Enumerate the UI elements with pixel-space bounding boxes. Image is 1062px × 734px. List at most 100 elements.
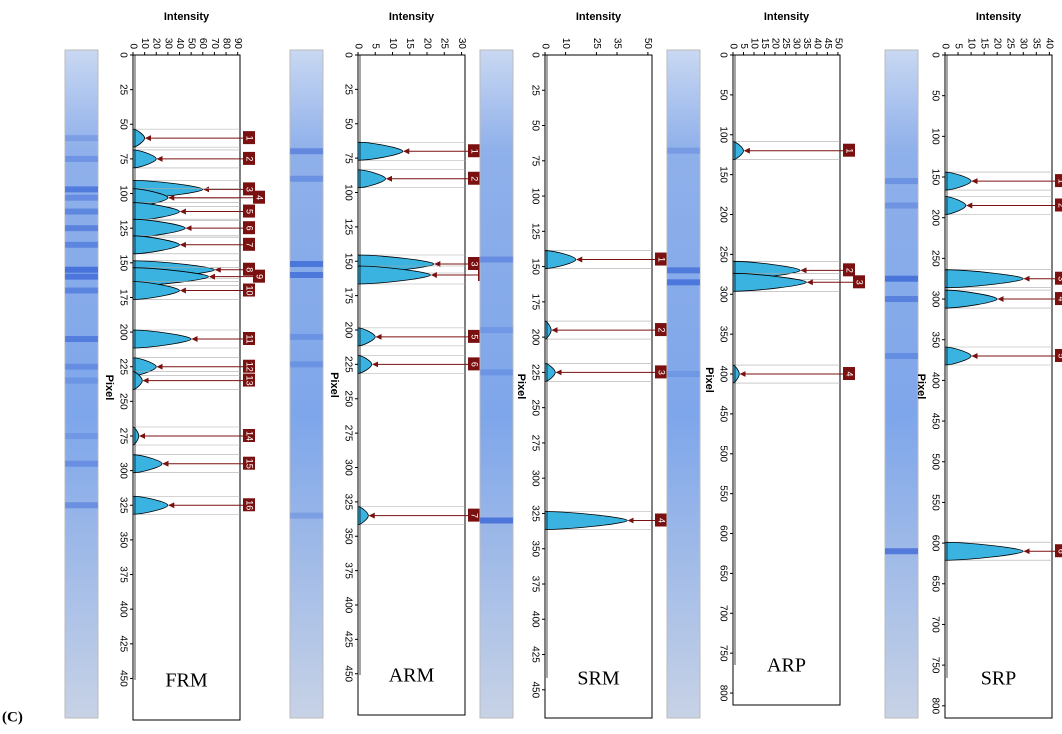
y-tick-label: 60: [197, 38, 208, 50]
x-tick-label: 50: [117, 119, 128, 131]
gel-band: [65, 336, 98, 342]
gel-band: [885, 276, 918, 282]
y-tick-label: 50: [186, 38, 197, 50]
x-tick-label: 300: [342, 459, 353, 476]
y-tick-label: 0: [939, 43, 950, 49]
x-tick-label: 550: [717, 485, 728, 502]
x-tick-label: 700: [717, 605, 728, 622]
x-axis-title: Pixel: [103, 375, 115, 401]
peak-label: 3: [470, 261, 480, 266]
x-tick-label: 225: [529, 364, 540, 381]
x-tick-label: 325: [117, 497, 128, 514]
x-tick-label: 175: [529, 294, 540, 311]
x-tick-label: 150: [529, 258, 540, 275]
gel-band: [290, 176, 323, 182]
x-tick-label: 500: [717, 445, 728, 462]
x-tick-label: 200: [117, 324, 128, 341]
peak-label: 15: [245, 459, 255, 469]
peak-label: 5: [245, 209, 255, 214]
peak-label: 3: [657, 370, 667, 375]
gel-band: [65, 195, 98, 201]
x-tick-label: 50: [342, 118, 353, 130]
y-tick-label: 70: [209, 38, 220, 50]
x-tick-label: 75: [342, 153, 353, 165]
y-tick-label: 5: [738, 43, 749, 49]
peak-label: 16: [245, 500, 255, 510]
gel-band: [65, 156, 98, 162]
x-tick-label: 0: [529, 52, 540, 58]
y-tick-label: 35: [611, 38, 622, 50]
x-tick-label: 450: [929, 413, 940, 430]
x-tick-label: 350: [529, 540, 540, 557]
plot-area: [945, 55, 1052, 718]
y-tick-label: 30: [790, 38, 801, 50]
y-tick-label: 10: [560, 38, 571, 50]
peak-label: 6: [1057, 549, 1062, 554]
peak-label: 1: [470, 149, 480, 154]
x-tick-label: 25: [529, 85, 540, 97]
peak-label: 9: [255, 274, 265, 279]
x-tick-label: 350: [342, 528, 353, 545]
x-tick-label: 125: [529, 223, 540, 240]
x-tick-label: 375: [342, 562, 353, 579]
x-tick-label: 100: [342, 184, 353, 201]
panel-label: ARM: [389, 665, 435, 687]
gel-band: [480, 518, 513, 524]
x-tick-label: 150: [342, 253, 353, 270]
peak-label: 4: [657, 518, 667, 523]
x-tick-label: 425: [529, 646, 540, 663]
gel-band: [885, 202, 918, 208]
peak-label: 3: [1057, 276, 1062, 281]
y-tick-label: 20: [769, 38, 780, 50]
gel-band: [290, 261, 323, 267]
gel-band: [65, 267, 98, 273]
y-tick-label: 80: [220, 38, 231, 50]
y-tick-label: 25: [780, 38, 791, 50]
x-tick-label: 250: [342, 390, 353, 407]
x-tick-label: 350: [929, 331, 940, 348]
x-tick-label: 400: [342, 597, 353, 614]
x-tick-label: 425: [117, 635, 128, 652]
x-tick-label: 750: [929, 657, 940, 674]
x-tick-label: 275: [342, 425, 353, 442]
gel-band: [65, 502, 98, 508]
x-tick-label: 75: [117, 153, 128, 165]
peak-label: 1: [245, 136, 255, 141]
x-tick-label: 700: [929, 616, 940, 633]
y-tick-label: 10: [139, 38, 150, 50]
y-tick-label: 0: [539, 43, 550, 49]
y-axis-title: Intensity: [764, 11, 810, 23]
gel-lane: [885, 50, 918, 718]
gel-band: [290, 334, 323, 340]
gel-band: [65, 242, 98, 248]
x-tick-label: 200: [529, 329, 540, 346]
y-tick-label: 40: [1044, 38, 1055, 50]
y-tick-label: 15: [979, 38, 990, 50]
x-tick-label: 125: [342, 219, 353, 236]
peak-label: 7: [470, 513, 480, 518]
x-tick-label: 250: [717, 246, 728, 263]
y-tick-label: 20: [421, 38, 432, 50]
y-tick-label: 40: [174, 38, 185, 50]
x-tick-label: 275: [117, 428, 128, 445]
x-tick-label: 250: [929, 250, 940, 267]
x-tick-label: 400: [117, 601, 128, 618]
y-tick-label: 10: [387, 38, 398, 50]
x-tick-label: 650: [717, 565, 728, 582]
peak-label: 1: [1057, 179, 1062, 184]
peak-label: 2: [245, 156, 255, 161]
x-tick-label: 175: [117, 289, 128, 306]
peak-label: 3: [855, 280, 865, 285]
y-tick-label: 50: [642, 38, 653, 50]
x-tick-label: 450: [717, 406, 728, 423]
x-tick-label: 0: [717, 52, 728, 58]
y-tick-label: 20: [151, 38, 162, 50]
gel-band: [65, 433, 98, 439]
gel-band: [65, 186, 98, 192]
peak-label: 6: [470, 362, 480, 367]
figure-label: (C): [2, 709, 23, 725]
gel-band: [290, 361, 323, 367]
gel-band: [65, 225, 98, 231]
peak-label: 7: [245, 242, 255, 247]
x-tick-label: 750: [717, 645, 728, 662]
